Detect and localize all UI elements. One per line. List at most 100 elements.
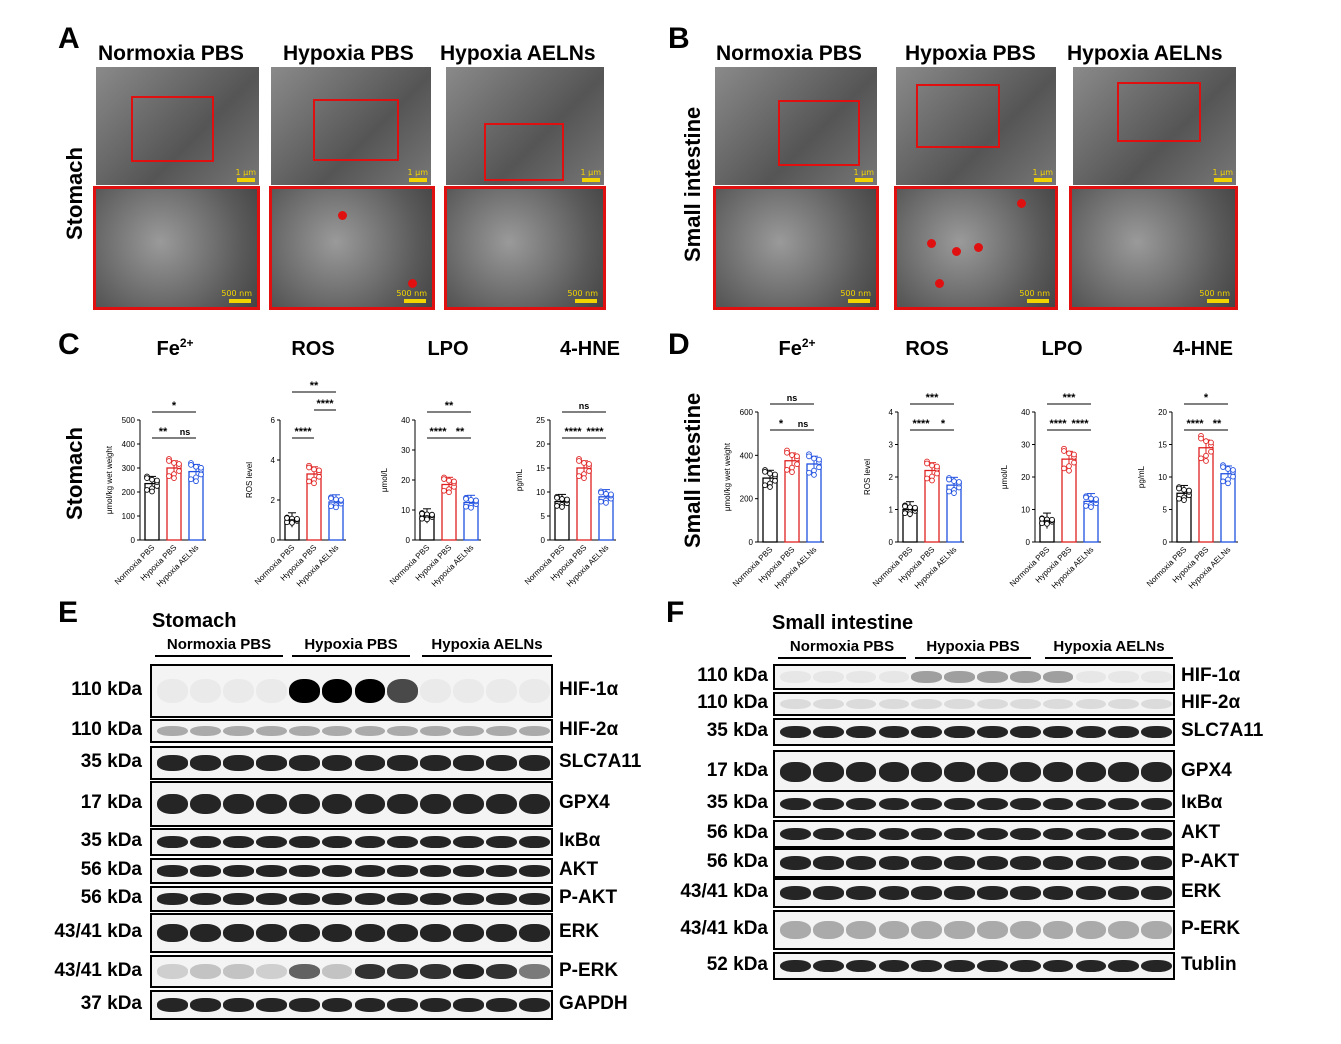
blot-band <box>1042 856 1074 870</box>
blot-e-protein-label: HIF-1α <box>559 679 619 700</box>
y-tick-label: 30 <box>401 446 410 455</box>
data-point <box>586 468 592 474</box>
panel-label-f: F <box>666 596 685 629</box>
blot-band <box>189 893 221 905</box>
blot-f-kda-label: 56 kDa <box>706 851 768 872</box>
data-point <box>603 499 609 506</box>
blot-band <box>780 856 811 870</box>
blot-band <box>780 762 811 782</box>
scale-bar-label: 500 nm <box>221 289 252 298</box>
panel-label-d: D <box>668 328 690 361</box>
data-point <box>284 515 290 521</box>
y-tick-label: 600 <box>740 408 754 417</box>
blot-band <box>1042 921 1074 939</box>
data-point <box>1176 495 1182 502</box>
blot-band <box>354 678 386 704</box>
blot-band <box>354 755 386 771</box>
blot-band <box>486 893 518 905</box>
blot-band <box>486 865 518 877</box>
data-point <box>1203 458 1209 464</box>
data-point <box>338 497 344 503</box>
blot-band <box>878 921 910 939</box>
panel-label-c: C <box>58 328 80 361</box>
data-point <box>198 464 204 471</box>
blot-band <box>1108 797 1140 811</box>
data-point <box>468 504 474 511</box>
blot-band <box>977 886 1008 900</box>
blot-f-strip <box>773 750 1175 794</box>
data-point <box>188 462 194 468</box>
y-tick-label: 30 <box>1021 441 1030 450</box>
blot-band <box>321 998 353 1012</box>
data-point <box>171 460 177 466</box>
em-b-condition-normoxia: Normoxia PBS <box>716 42 862 65</box>
blot-f-group-label: Normoxia PBS <box>778 638 906 659</box>
data-point <box>907 504 913 511</box>
blot-band <box>354 725 386 737</box>
blot-band <box>1108 698 1140 710</box>
em-b-overview-hypoxia-aelns: 1 μm <box>1073 67 1236 185</box>
data-point <box>468 497 474 503</box>
blot-f-protein-label: ERK <box>1181 881 1222 902</box>
blot-band <box>845 797 877 811</box>
blot-band <box>453 725 485 737</box>
y-tick-label: 0 <box>271 536 276 545</box>
blot-f-strip <box>773 718 1175 746</box>
blot-f-strip <box>773 820 1175 848</box>
blot-e-protein-label: AKT <box>559 859 599 880</box>
data-point <box>608 491 614 498</box>
blot-band <box>1141 921 1172 939</box>
blot-band <box>288 998 320 1012</box>
blot-band <box>1141 827 1172 841</box>
data-point <box>581 460 587 466</box>
blot-band <box>780 886 811 900</box>
blot-f-kda-label: 43/41 kDa <box>680 881 768 902</box>
blot-band <box>845 886 877 900</box>
y-tick-label: 20 <box>536 440 545 449</box>
blot-band <box>977 762 1008 782</box>
blot-band <box>977 698 1008 710</box>
blot-band <box>519 793 550 815</box>
blot-band <box>288 835 320 849</box>
data-point <box>1230 467 1236 473</box>
data-point <box>316 473 322 480</box>
blot-band <box>420 998 452 1012</box>
data-point <box>951 490 957 496</box>
blot-band <box>1075 725 1107 739</box>
blot-band <box>387 678 419 704</box>
blot-band <box>288 924 320 942</box>
data-point <box>441 487 447 494</box>
significance-label: ns <box>180 427 191 437</box>
data-point <box>198 471 204 478</box>
blot-band <box>878 725 910 739</box>
chart-title: LPO <box>427 338 468 360</box>
blot-band <box>1141 762 1172 782</box>
blot-band <box>977 959 1008 973</box>
blot-band <box>944 671 975 683</box>
blot-band <box>519 924 550 942</box>
blot-band <box>977 921 1008 939</box>
data-point <box>1225 480 1231 487</box>
blot-band <box>845 698 877 710</box>
blot-band <box>944 856 975 870</box>
chart-title: 4-HNE <box>1173 338 1233 360</box>
y-tick-label: 20 <box>1158 408 1167 417</box>
blot-band <box>222 755 254 771</box>
data-point <box>816 464 822 471</box>
data-point <box>171 475 177 481</box>
blot-f-strip <box>773 664 1175 690</box>
data-point <box>924 460 930 467</box>
blot-band <box>387 893 419 905</box>
blot-band <box>222 835 254 849</box>
blot-e-group-label: Normoxia PBS <box>155 636 283 657</box>
blot-band <box>288 678 320 704</box>
blot-band <box>189 998 221 1012</box>
em-selection-box <box>131 96 214 162</box>
y-axis-label: ROS level <box>245 462 254 498</box>
scale-bar-label: 1 μm <box>1212 168 1233 177</box>
blot-band <box>255 865 287 877</box>
scale-bar-label: 1 μm <box>235 168 256 177</box>
blot-band <box>1141 725 1172 739</box>
